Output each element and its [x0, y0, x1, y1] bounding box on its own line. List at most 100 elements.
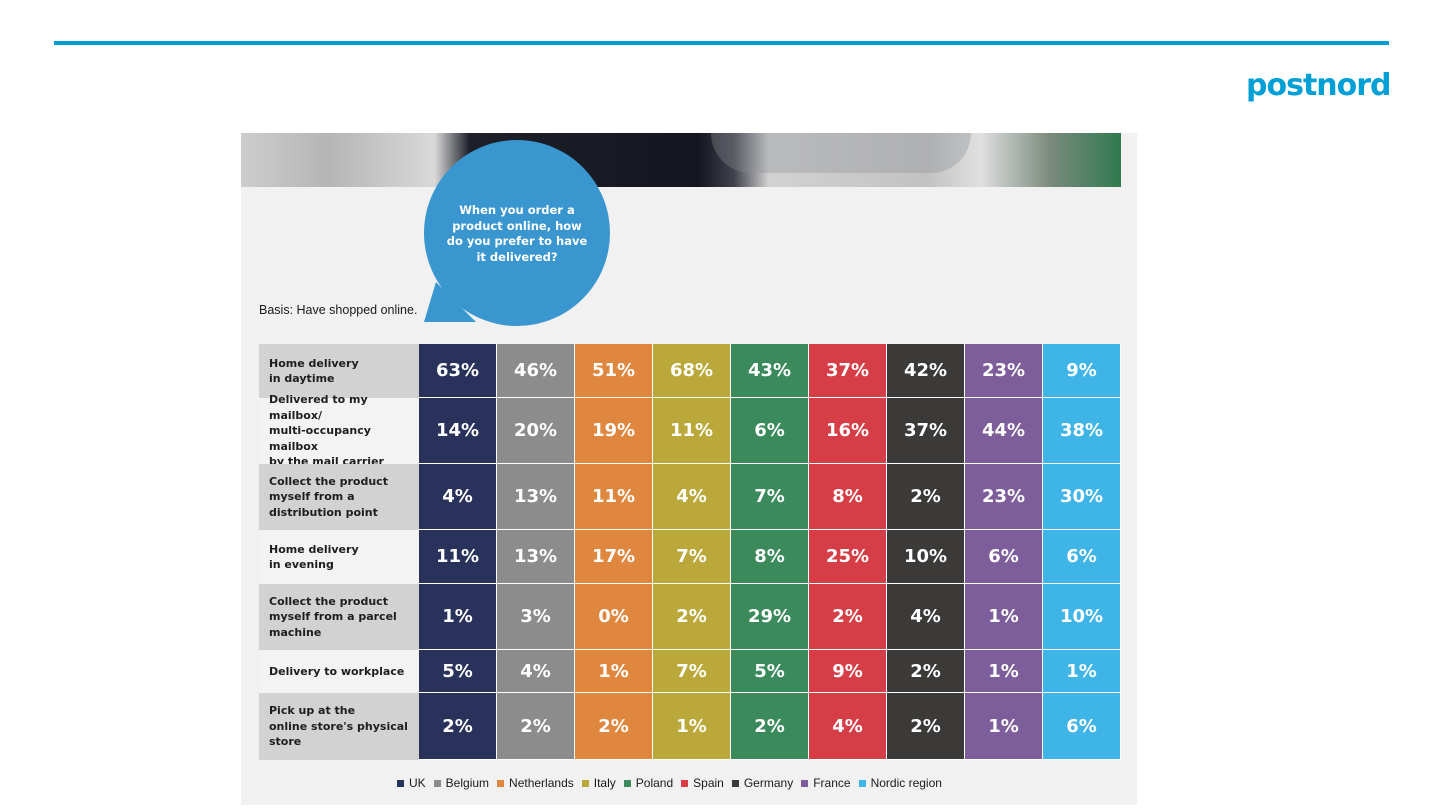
- value-cell: 2%: [731, 693, 809, 760]
- row-label-line: Collect the product: [269, 474, 388, 488]
- legend-swatch: [397, 779, 404, 787]
- value-cell: 13%: [497, 530, 575, 584]
- value-cell: 44%: [965, 398, 1043, 464]
- value-cell: 2%: [887, 464, 965, 530]
- value-cell: 51%: [575, 344, 653, 398]
- row-label: Collect the product myself from a distribu…: [259, 464, 419, 530]
- row-label-line: in daytime: [269, 372, 335, 385]
- value-cell: 14%: [419, 398, 497, 464]
- legend-item: Italy: [581, 776, 616, 790]
- row-label-line: store: [269, 735, 302, 749]
- row-label: Home delivery in daytime: [259, 344, 419, 398]
- value-cell: 13%: [497, 464, 575, 530]
- legend-swatch: [433, 779, 441, 787]
- chart-legend: UK Belgium Netherlands Italy Poland Spain Germ…: [397, 776, 950, 790]
- legend-label: Nordic region: [870, 776, 942, 790]
- table-row: Delivered to my mailbox/multi-occupancy …: [259, 393, 1121, 468]
- legend-item: Netherlands: [497, 776, 574, 790]
- question-text: When you order a product online, how do …: [446, 203, 588, 264]
- legend-swatch: [581, 779, 589, 787]
- legend-item: UK: [397, 776, 426, 790]
- row-label: Pick up at the online store's physical sto…: [259, 693, 419, 760]
- legend-swatch: [497, 779, 505, 787]
- value-cell: 5%: [419, 650, 497, 693]
- value-cell: 16%: [809, 398, 887, 464]
- value-cell: 7%: [653, 650, 731, 693]
- row-label-line: myself from a: [269, 490, 355, 504]
- value-cell: 4%: [419, 464, 497, 530]
- row-label-line: Delivery to workplace: [269, 664, 405, 678]
- value-cell: 42%: [887, 344, 965, 398]
- legend-item: France: [801, 776, 851, 790]
- row-label-line: Delivered to my mailbox/: [269, 393, 368, 422]
- value-cell: 1%: [419, 584, 497, 650]
- legend-swatch: [681, 779, 689, 787]
- legend-item: Nordic region: [858, 776, 942, 790]
- value-cell: 1%: [575, 650, 653, 693]
- value-cell: 2%: [887, 693, 965, 760]
- value-cell: 10%: [887, 530, 965, 584]
- value-cell: 9%: [1043, 344, 1121, 398]
- value-cell: 1%: [1043, 650, 1121, 693]
- legend-item: Belgium: [433, 776, 489, 790]
- postnord-logo: postnord: [1246, 68, 1392, 103]
- row-label: Home delivery in evening: [259, 530, 419, 584]
- value-cell: 2%: [809, 584, 887, 650]
- row-label-line: machine: [269, 625, 322, 639]
- value-cell: 11%: [653, 398, 731, 464]
- top-accent-line: [54, 41, 1389, 45]
- basis-note: Basis: Have shopped online.: [259, 303, 418, 317]
- value-cell: 1%: [653, 693, 731, 760]
- value-cell: 1%: [965, 693, 1043, 760]
- value-cell: 8%: [809, 464, 887, 530]
- legend-swatch: [731, 779, 739, 787]
- value-cell: 17%: [575, 530, 653, 584]
- legend-item: Spain: [681, 776, 724, 790]
- row-label-line: in evening: [269, 558, 334, 571]
- value-cell: 38%: [1043, 398, 1121, 464]
- value-cell: 7%: [653, 530, 731, 584]
- value-cell: 11%: [575, 464, 653, 530]
- legend-swatch: [623, 779, 631, 787]
- value-cell: 2%: [497, 693, 575, 760]
- value-cell: 4%: [887, 584, 965, 650]
- row-label-line: Pick up at the: [269, 704, 356, 718]
- value-cell: 37%: [887, 398, 965, 464]
- value-cell: 0%: [575, 584, 653, 650]
- value-cell: 43%: [731, 344, 809, 398]
- value-cell: 11%: [419, 530, 497, 584]
- legend-label: Italy: [593, 776, 616, 790]
- legend-label: UK: [409, 776, 426, 790]
- table-row: Collect the product myself from a parcel m…: [259, 584, 1121, 650]
- table-row: Delivery to workplace 5% 4% 1% 7% 5% 9% 2% 1% 1%: [259, 650, 1121, 693]
- value-cell: 4%: [653, 464, 731, 530]
- value-cell: 20%: [497, 398, 575, 464]
- value-cell: 63%: [419, 344, 497, 398]
- value-cell: 29%: [731, 584, 809, 650]
- value-cell: 23%: [965, 344, 1043, 398]
- value-cell: 19%: [575, 398, 653, 464]
- value-cell: 6%: [1043, 693, 1121, 760]
- value-cell: 9%: [809, 650, 887, 693]
- value-cell: 68%: [653, 344, 731, 398]
- value-cell: 4%: [809, 693, 887, 760]
- legend-label: Poland: [635, 776, 674, 790]
- row-label-line: online store's physical: [269, 719, 408, 733]
- table-row: Home delivery in evening 11% 13% 17% 7% 8% 25% 1…: [259, 530, 1121, 584]
- value-cell: 10%: [1043, 584, 1121, 650]
- value-cell: 6%: [965, 530, 1043, 584]
- row-label: Delivery to workplace: [259, 650, 419, 693]
- row-label-line: Home delivery: [269, 542, 359, 556]
- legend-item: Germany: [731, 776, 793, 790]
- row-label-line: Collect the product: [269, 594, 388, 608]
- value-cell: 2%: [575, 693, 653, 760]
- value-cell: 1%: [965, 650, 1043, 693]
- row-label-line: multi-occupancy mailbox: [269, 424, 371, 453]
- value-cell: 46%: [497, 344, 575, 398]
- row-label: Delivered to my mailbox/multi-occupancy …: [259, 393, 419, 468]
- table-row: Pick up at the online store's physical sto…: [259, 693, 1121, 760]
- value-cell: 30%: [1043, 464, 1121, 530]
- value-cell: 25%: [809, 530, 887, 584]
- value-cell: 8%: [731, 530, 809, 584]
- value-cell: 37%: [809, 344, 887, 398]
